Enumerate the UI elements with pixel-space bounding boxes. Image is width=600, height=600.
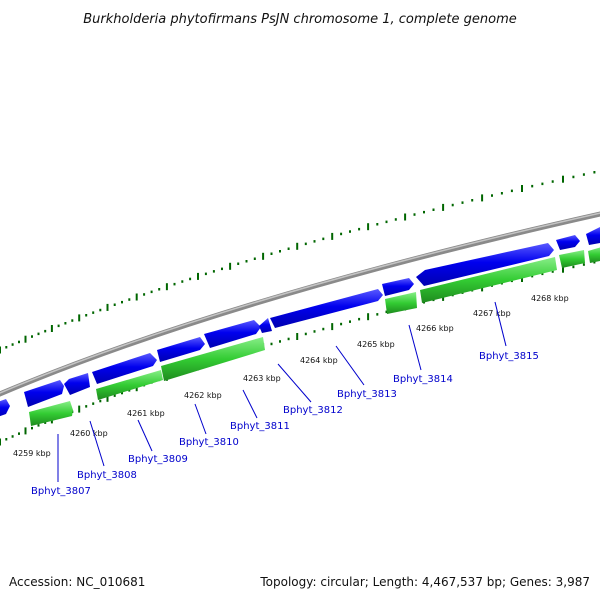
forward-gene-arrow[interactable] [157,337,205,362]
forward-gene-arrow[interactable] [556,235,580,250]
gene-label-bphyt-3811[interactable]: Bphyt_3811 [230,421,290,432]
kbp-label: 4260 kbp [70,429,108,438]
forward-gene-arrow[interactable] [586,227,600,245]
forward-gene-arrow[interactable] [259,318,272,333]
reverse-gene-arrow[interactable] [588,246,600,263]
gene-leader-line [194,403,207,435]
kbp-label: 4265 kbp [357,340,395,349]
gene-leader-line [89,420,105,467]
genome-backbone-highlight [0,212,600,394]
reverse-gene-arrow[interactable] [385,292,417,314]
accession-text: Accession: NC_010681 [9,575,145,589]
forward-gene-arrow[interactable] [270,289,383,328]
kbp-label: 4268 kbp [531,294,569,303]
reverse-gene-arrow[interactable] [29,401,73,426]
forward-gene-arrow[interactable] [64,373,90,395]
gene-label-bphyt-3807[interactable]: Bphyt_3807 [31,486,91,497]
reverse-gene-arrow[interactable] [161,337,265,381]
forward-gene-arrow[interactable] [416,243,554,286]
forward-gene-arrow[interactable] [0,399,10,418]
gene-label-bphyt-3810[interactable]: Bphyt_3810 [179,437,239,448]
gene-leader-line [408,324,422,371]
gene-label-bphyt-3813[interactable]: Bphyt_3813 [337,389,397,400]
gene-label-leaders [57,301,507,482]
gene-leader-line [137,419,153,452]
page-title: Burkholderia phytofirmans PsJN chromosom… [83,12,517,27]
gene-label-bphyt-3815[interactable]: Bphyt_3815 [479,351,539,362]
kbp-label: 4262 kbp [184,391,222,400]
gene-label-bphyt-3814[interactable]: Bphyt_3814 [393,374,453,385]
kbp-label: 4264 kbp [300,356,338,365]
genome-backbone [0,211,600,397]
gene-leader-line [277,363,312,403]
kbp-label: 4263 kbp [243,374,281,383]
reverse-gene-arrow[interactable] [559,250,585,268]
forward-strand-genes [0,227,600,418]
outer-tick-ring [0,171,596,354]
gene-leader-line [494,301,507,347]
gene-labels: Bphyt_3807 Bphyt_3808 Bphyt_3809 Bphyt_3… [31,351,539,497]
gene-label-bphyt-3808[interactable]: Bphyt_3808 [77,470,137,481]
kbp-scale-labels: 4259 kbp 4260 kbp 4261 kbp 4262 kbp 4263… [13,294,569,458]
forward-gene-arrow[interactable] [204,320,261,348]
reverse-gene-arrow[interactable] [96,370,163,400]
forward-gene-arrow[interactable] [24,380,64,407]
reverse-gene-arrow[interactable] [420,257,557,303]
gene-label-bphyt-3809[interactable]: Bphyt_3809 [128,454,188,465]
forward-gene-arrow[interactable] [92,353,157,384]
gene-leader-line [242,389,258,419]
genome-summary-text: Topology: circular; Length: 4,467,537 bp… [259,575,590,589]
kbp-label: 4266 kbp [416,324,454,333]
gene-label-bphyt-3812[interactable]: Bphyt_3812 [283,405,343,416]
forward-gene-arrow[interactable] [382,278,414,296]
kbp-label: 4267 kbp [473,309,511,318]
gene-leader-line [335,345,365,386]
kbp-label: 4259 kbp [13,449,51,458]
reverse-strand-genes [29,246,600,426]
kbp-label: 4261 kbp [127,409,165,418]
